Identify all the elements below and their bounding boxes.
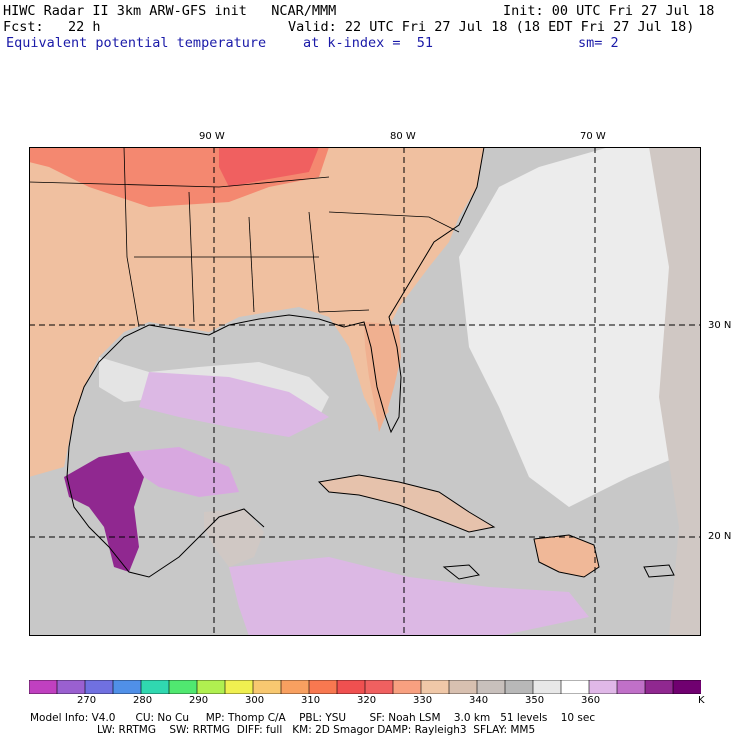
lon-label-90w: 90 W — [199, 131, 225, 142]
color-swatch — [364, 680, 394, 694]
model-info-line-2: LW: RRTMG SW: RRTMG DIFF: full KM: 2D Sm… — [97, 724, 536, 736]
coastlines — [66, 147, 675, 580]
color-swatch — [644, 680, 674, 694]
color-swatch — [616, 680, 646, 694]
lat-label-20n: 20 N — [708, 531, 732, 542]
color-scale-tick-label: 280 — [133, 695, 153, 706]
map-frame — [29, 147, 701, 636]
color-swatch — [56, 680, 86, 694]
color-scale-tick-label: 330 — [413, 695, 433, 706]
model-info-line-1: Model Info: V4.0 CU: No Cu MP: Thomp C/A… — [30, 712, 596, 724]
color-swatch — [560, 680, 590, 694]
mexico-coast — [66, 416, 265, 578]
state-line-1 — [29, 176, 330, 188]
color-scale-tick-label: 340 — [469, 695, 489, 706]
state-line-2 — [123, 147, 140, 328]
color-swatch — [672, 680, 701, 694]
forecast-hour: Fcst: 22 h — [3, 19, 101, 35]
gulf-lavender — [139, 372, 329, 437]
valid-time: Valid: 22 UTC Fri 27 Jul 18 (18 EDT Fri … — [288, 19, 695, 35]
color-scale-tick-label: 360 — [581, 695, 601, 706]
color-swatch — [504, 680, 534, 694]
color-scale-tick-label: 350 — [525, 695, 545, 706]
color-scale-tick-label: 300 — [245, 695, 265, 706]
color-scale-tick-label: 310 — [301, 695, 321, 706]
state-line-7 — [328, 211, 460, 233]
color-scale-bar — [29, 680, 701, 694]
lon-label-80w: 80 W — [390, 131, 416, 142]
color-swatch — [84, 680, 114, 694]
hispaniola-coast — [533, 534, 600, 578]
puerto-rico-coast — [643, 564, 675, 578]
color-scale-tick-label: 320 — [357, 695, 377, 706]
yucatan — [204, 509, 264, 567]
k-index: at k-index = 51 — [303, 35, 434, 51]
cuba-coast — [317, 474, 496, 533]
us-gulf-coast — [73, 147, 485, 434]
color-swatch — [308, 680, 338, 694]
cuba — [319, 475, 494, 532]
state-borders — [29, 147, 460, 328]
color-swatch — [29, 680, 58, 694]
color-swatch — [252, 680, 282, 694]
plot-title: HIWC Radar II 3km ARW-GFS init NCAR/MMM — [3, 3, 337, 19]
color-swatch — [196, 680, 226, 694]
color-swatch — [588, 680, 618, 694]
lon-label-70w: 70 W — [580, 131, 606, 142]
color-swatch — [420, 680, 450, 694]
state-line-5 — [308, 211, 320, 313]
lat-label-30n: 30 N — [708, 320, 732, 331]
color-swatch — [168, 680, 198, 694]
mexico-purple-edge — [129, 447, 239, 497]
color-swatch — [448, 680, 478, 694]
color-scale-tick-label: 270 — [77, 695, 97, 706]
hispaniola — [534, 535, 599, 577]
color-swatch — [224, 680, 254, 694]
caribbean-lavender — [229, 557, 589, 636]
weather-map — [29, 147, 701, 636]
color-swatch — [392, 680, 422, 694]
state-line-8 — [318, 309, 370, 313]
smoothing: sm= 2 — [578, 35, 619, 51]
northern-hot-core — [219, 147, 319, 187]
jamaica-coast — [442, 564, 481, 580]
color-swatch — [140, 680, 170, 694]
color-scale-tick-label: 290 — [189, 695, 209, 706]
color-swatch — [336, 680, 366, 694]
atlantic-far-gray — [649, 147, 701, 636]
init-time: Init: 00 UTC Fri 27 Jul 18 — [503, 3, 715, 19]
state-line-4 — [248, 216, 255, 313]
us-land — [29, 147, 701, 477]
color-scale-unit: K — [698, 695, 705, 706]
mexico-purple-core — [64, 452, 144, 572]
color-swatch — [532, 680, 562, 694]
atlantic-clear — [459, 147, 701, 507]
color-swatch — [112, 680, 142, 694]
field-name: Equivalent potential temperature — [6, 35, 267, 51]
color-swatch — [280, 680, 310, 694]
color-swatch — [476, 680, 506, 694]
florida — [364, 322, 401, 432]
